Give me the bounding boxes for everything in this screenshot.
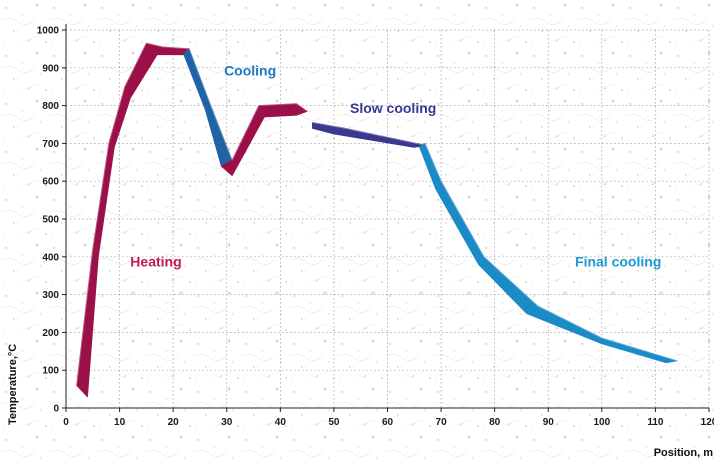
- x-tick-label: 60: [382, 417, 394, 428]
- x-tick-label: 50: [328, 417, 340, 428]
- grid: [66, 29, 710, 408]
- x-tick-label: 0: [63, 417, 69, 428]
- x-tick-label: 90: [543, 417, 555, 428]
- y-tick-label: 400: [42, 252, 59, 263]
- x-tick-label: 10: [114, 417, 126, 428]
- band-slow-cooling: [312, 122, 426, 148]
- band-heating-reheat: [220, 103, 308, 176]
- annotation-label: Slow cooling: [350, 100, 436, 116]
- band-highlight-slow-cooling: [312, 122, 426, 146]
- band-highlight-heating-reheat: [231, 103, 308, 161]
- y-tick-label: 100: [42, 366, 59, 377]
- y-tick-label: 500: [42, 215, 59, 226]
- x-tick-label: 20: [168, 417, 180, 428]
- x-tick-label: 40: [275, 417, 287, 428]
- x-tick-label: 120: [701, 417, 714, 428]
- x-axis-label: Position, m: [654, 447, 714, 459]
- x-tick-label: 30: [221, 417, 233, 428]
- band-final-cooling: [419, 142, 678, 364]
- y-tick-label: 900: [42, 63, 59, 74]
- x-tick-label: 100: [593, 417, 610, 428]
- y-tick-label: 800: [42, 101, 59, 112]
- annotation-label: Heating: [130, 253, 181, 269]
- x-tick-label: 80: [489, 417, 501, 428]
- x-tick-label: 110: [647, 417, 664, 428]
- annotations: Heating Cooling Slow cooling Final cooling: [130, 62, 661, 269]
- annotation-label: Cooling: [224, 62, 276, 78]
- y-tick-label: 700: [42, 139, 59, 150]
- band-highlight-heating: [76, 42, 190, 386]
- band-highlight-final-cooling: [424, 143, 678, 362]
- y-tick-label: 1000: [37, 26, 60, 37]
- y-tick-label: 200: [42, 328, 59, 339]
- axes: [62, 24, 710, 412]
- y-tick-label: 0: [53, 404, 59, 415]
- y-axis-label: Temperature,°C: [7, 344, 19, 425]
- series-bands: [76, 42, 678, 398]
- band-highlight-cooling: [188, 48, 233, 161]
- x-tick-labels: 0 10 20 30 40 50 60 70 80 90 100 110 120: [63, 417, 714, 428]
- y-tick-label: 300: [42, 290, 59, 301]
- y-tick-label: 600: [42, 177, 59, 188]
- y-tick-labels: 0 100 200 300 400 500 600 700 800 900 1000: [37, 26, 60, 415]
- x-tick-label: 70: [436, 417, 448, 428]
- annotation-label: Final cooling: [575, 253, 661, 269]
